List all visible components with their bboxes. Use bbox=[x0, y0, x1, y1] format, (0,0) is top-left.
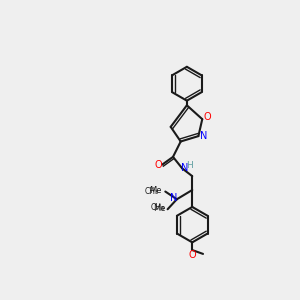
Text: Me: Me bbox=[149, 186, 161, 195]
Text: O: O bbox=[204, 112, 212, 122]
Text: N: N bbox=[170, 193, 178, 203]
Text: O: O bbox=[188, 250, 196, 260]
Text: H: H bbox=[186, 161, 193, 170]
Text: CH₃: CH₃ bbox=[145, 187, 159, 196]
Text: O: O bbox=[154, 160, 162, 170]
Text: N: N bbox=[200, 131, 208, 141]
Text: Me: Me bbox=[153, 204, 165, 213]
Text: N: N bbox=[181, 164, 188, 173]
Text: CH₃: CH₃ bbox=[150, 203, 164, 212]
